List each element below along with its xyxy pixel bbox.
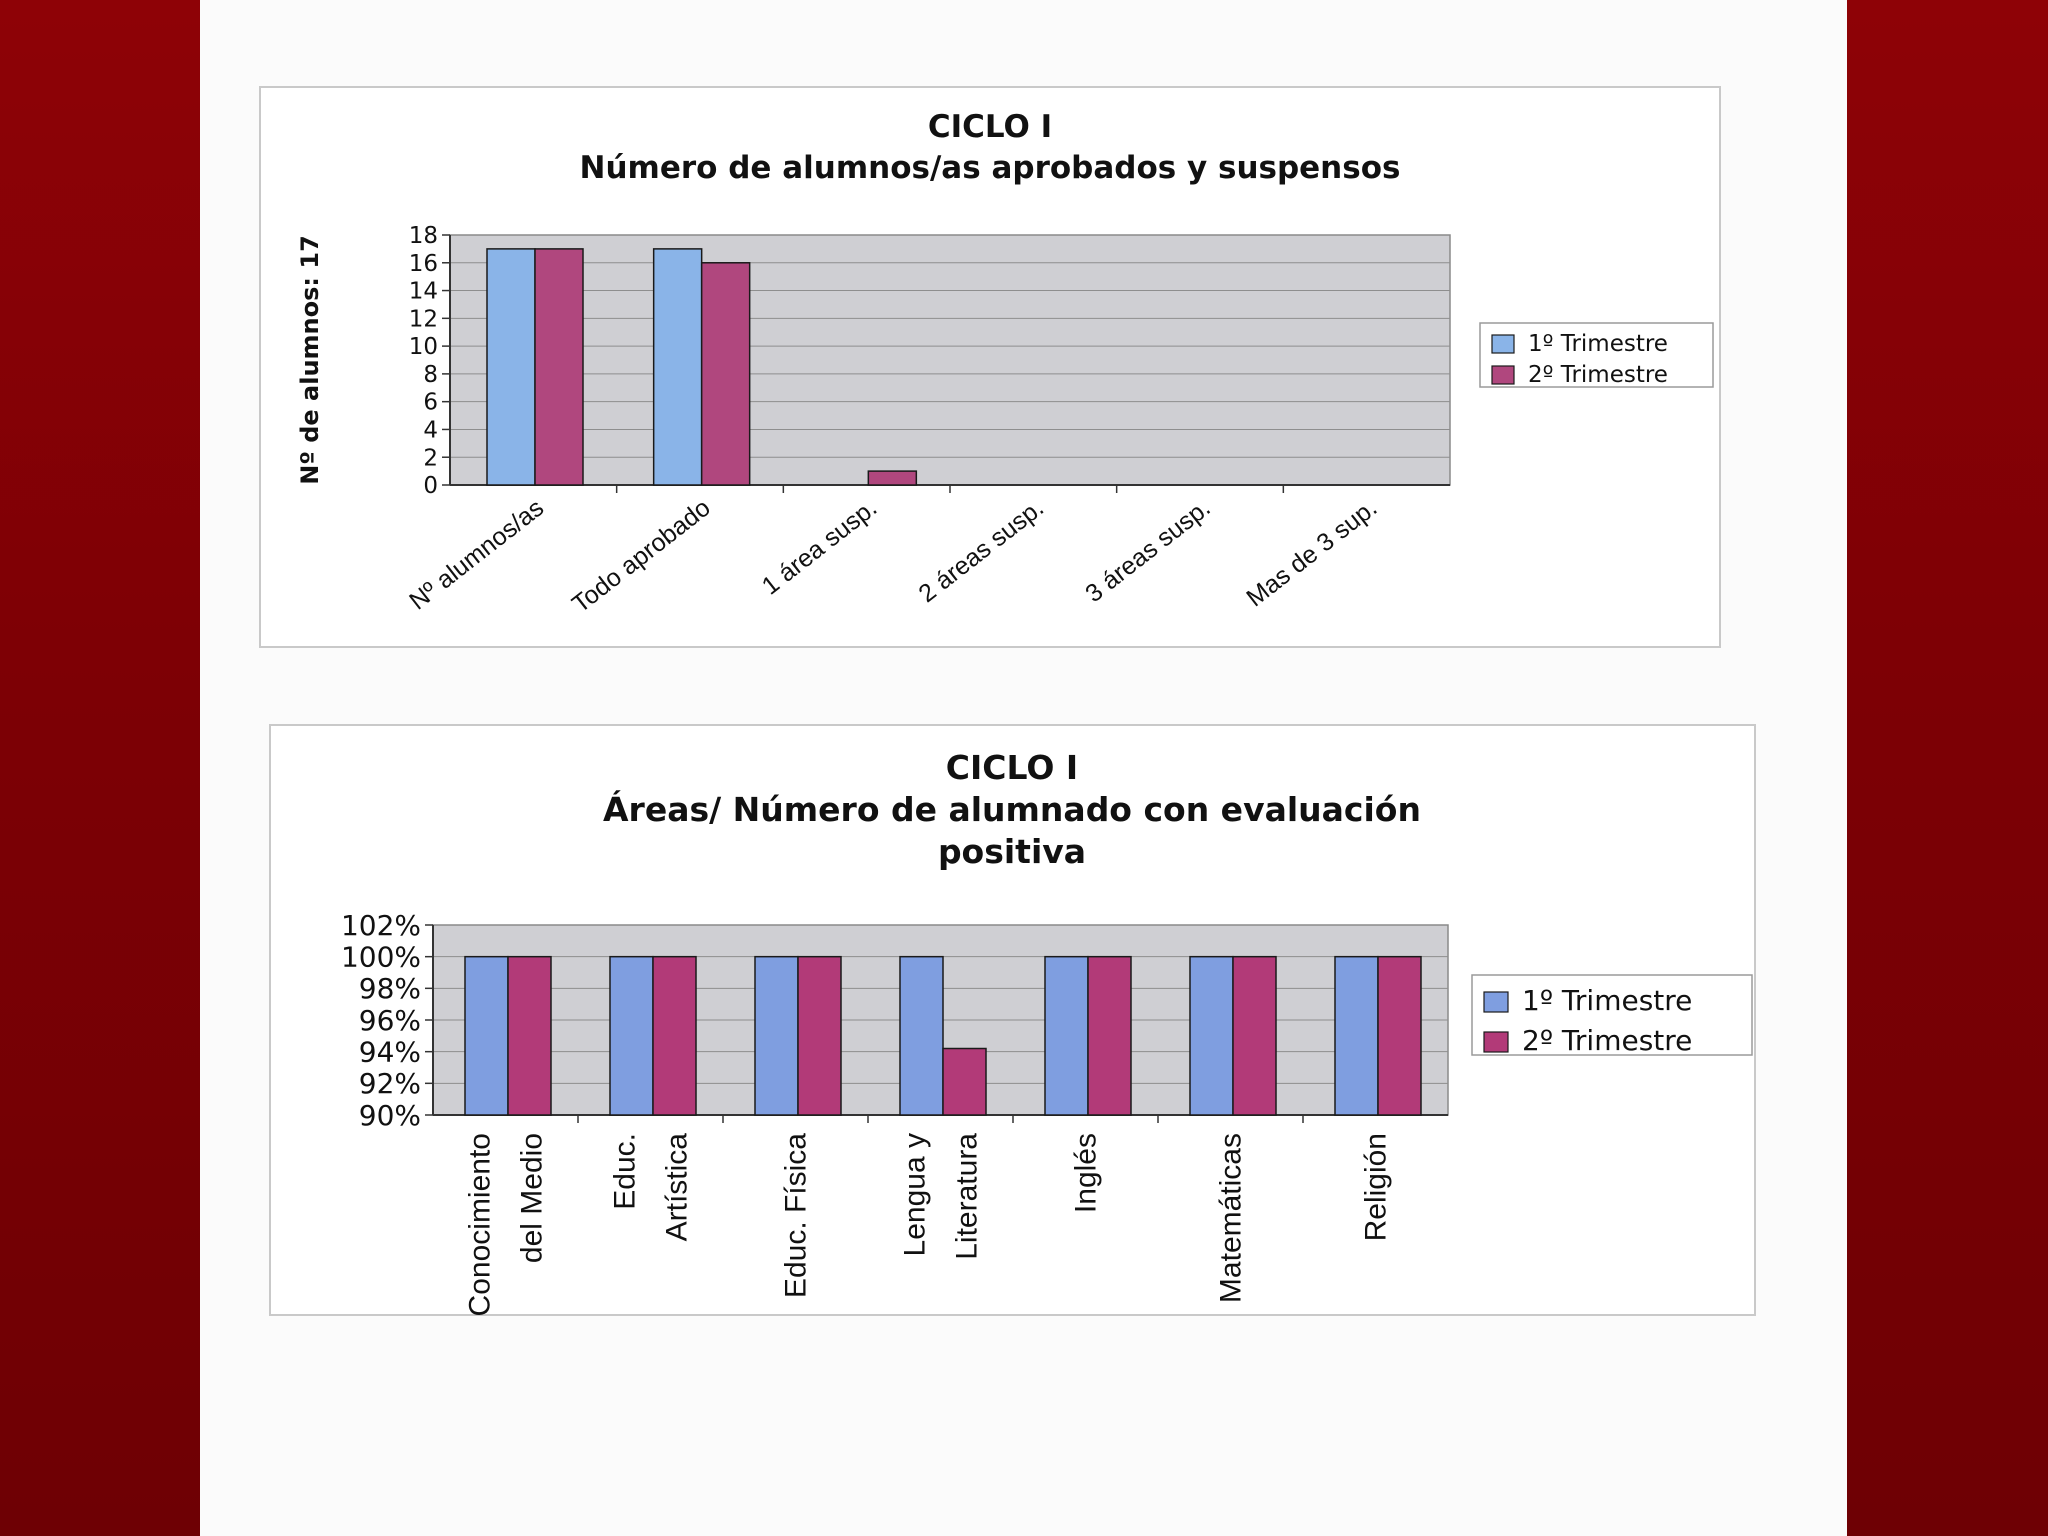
legend-swatch (1483, 1031, 1509, 1053)
bar-trimestre-2 (1232, 955, 1277, 1116)
legend-swatch (1491, 365, 1515, 385)
category-label: del Medio (516, 1133, 549, 1263)
y-tick-label: 94% (359, 1035, 421, 1068)
bar-trimestre-1 (1334, 955, 1379, 1116)
y-tick-label: 14 (409, 279, 438, 305)
chart-title-line: Número de alumnos/as aprobados y suspens… (580, 150, 1401, 186)
bar-trimestre-2 (1087, 955, 1132, 1116)
legend-box (1471, 974, 1753, 1056)
y-tick-label: 4 (423, 417, 438, 443)
bar-trimestre-2 (700, 262, 751, 486)
legend-swatch (1491, 334, 1515, 354)
bar-trimestre-2 (942, 1047, 987, 1116)
legend-label: 2º Trimestre (1528, 362, 1668, 388)
y-tick-label: 16 (409, 251, 438, 277)
y-tick-label: 92% (359, 1067, 421, 1100)
bar-trimestre-1 (754, 955, 799, 1116)
y-tick-label: 90% (359, 1099, 421, 1132)
y-tick-label: 12 (409, 306, 438, 332)
bar-trimestre-1 (652, 248, 703, 486)
category-label: Religión (1360, 1133, 1393, 1241)
y-tick-label: 102% (341, 909, 421, 942)
category-label: Artística (661, 1133, 694, 1242)
bar-trimestre-2 (652, 955, 697, 1116)
y-tick-label: 2 (423, 445, 438, 471)
chart-title-line: positiva (938, 832, 1086, 871)
bar-trimestre-1 (899, 955, 944, 1116)
chart-title-line: CICLO I (946, 748, 1078, 787)
bar-trimestre-2 (1377, 955, 1422, 1116)
chart-title-line: Áreas/ Número de alumnado con evaluación (603, 789, 1421, 829)
bar-trimestre-2 (867, 470, 918, 486)
y-tick-label: 18 (409, 223, 438, 249)
category-label: Educ. (609, 1133, 642, 1210)
category-label: Matemáticas (1215, 1133, 1248, 1303)
bar-trimestre-1 (464, 955, 509, 1116)
y-tick-label: 10 (409, 334, 438, 360)
category-label: Inglés (1070, 1133, 1103, 1213)
y-tick-label: 0 (423, 473, 438, 499)
category-label: Literatura (951, 1133, 984, 1260)
chart-title-line: CICLO I (928, 109, 1052, 145)
y-tick-label: 100% (341, 940, 421, 973)
category-label: Lengua y (899, 1133, 932, 1256)
category-label: Conocimiento (464, 1133, 497, 1316)
category-label: Educ. Física (780, 1133, 813, 1298)
plot-area (449, 234, 1451, 486)
bar-trimestre-1 (486, 248, 536, 486)
bar-trimestre-2 (534, 248, 584, 486)
chart-approved-failed: CICLO I Número de alumnos/as aprobados y … (259, 86, 1721, 648)
legend-label: 1º Trimestre (1522, 984, 1692, 1017)
y-tick-label: 6 (423, 390, 438, 416)
slide-page: CICLO I Número de alumnos/as aprobados y … (200, 0, 1847, 1536)
legend-label: 2º Trimestre (1522, 1024, 1692, 1057)
legend-swatch (1483, 991, 1509, 1013)
legend-label: 1º Trimestre (1528, 331, 1668, 357)
y-axis-label: Nº de alumnos: 17 (296, 235, 324, 485)
bar-trimestre-2 (507, 955, 552, 1116)
bar-trimestre-1 (1044, 955, 1089, 1116)
bar-trimestre-2 (797, 955, 842, 1116)
bar-trimestre-1 (1189, 955, 1234, 1116)
bar-trimestre-1 (609, 955, 654, 1116)
y-tick-label: 8 (423, 362, 438, 388)
y-tick-label: 96% (359, 1004, 421, 1037)
legend-box (1479, 322, 1714, 388)
y-tick-label: 98% (359, 972, 421, 1005)
